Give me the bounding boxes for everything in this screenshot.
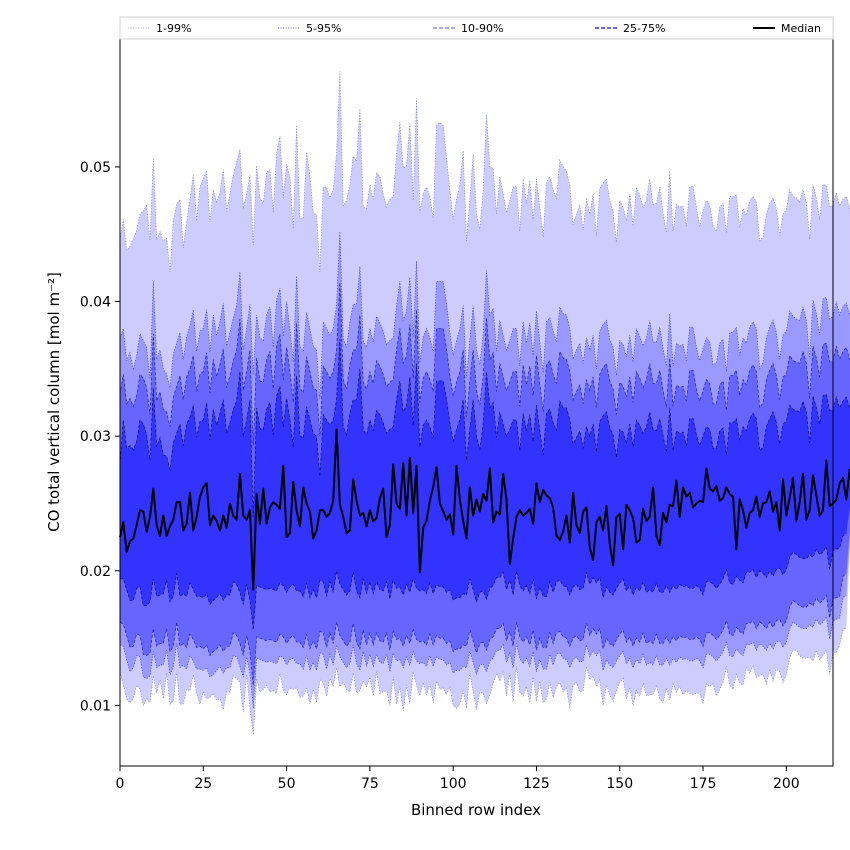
band-5-95-high-line xyxy=(119,231,850,399)
legend-label: 10-90% xyxy=(461,22,503,35)
x-tick-label: 75 xyxy=(361,776,379,792)
band-5-95-low-line xyxy=(119,594,847,709)
band-1-99-low-line xyxy=(119,627,847,736)
legend-label: 5-95% xyxy=(306,22,341,35)
median-layer xyxy=(119,428,850,591)
x-axis: 0 25 50 75 100 125 150 175 200 xyxy=(116,766,800,792)
x-tick-label: 150 xyxy=(606,776,633,792)
y-axis: 0.01 0.02 0.03 0.04 0.05 xyxy=(80,160,120,714)
band-25-75-low-line xyxy=(120,532,847,631)
median-line xyxy=(119,428,850,591)
x-tick-label: 200 xyxy=(773,776,800,792)
x-tick-label: 125 xyxy=(523,776,550,792)
x-tick-label: 25 xyxy=(194,776,212,792)
legend-label: 1-99% xyxy=(156,22,191,35)
band-25-75-high-line xyxy=(119,339,850,517)
y-tick-label: 0.05 xyxy=(80,160,111,176)
band-10-90-high-line xyxy=(119,282,850,446)
y-axis-label: CO total vertical column [mol m⁻²] xyxy=(45,272,63,532)
x-tick-label: 100 xyxy=(440,776,467,792)
y-tick-label: 0.02 xyxy=(80,564,111,580)
legend-frame xyxy=(119,16,834,40)
percentile-bands xyxy=(119,71,850,736)
x-axis-label: Binned row index xyxy=(411,801,541,819)
y-tick-label: 0.03 xyxy=(80,429,111,445)
band-10-90-low-line xyxy=(119,573,847,686)
x-tick-label: 50 xyxy=(278,776,296,792)
band-25-75-area xyxy=(120,339,850,631)
y-tick-label: 0.01 xyxy=(80,698,111,714)
legend-label: 25-75% xyxy=(623,22,665,35)
x-tick-label: 0 xyxy=(116,776,125,792)
legend-label: Median xyxy=(781,22,821,35)
legend: 1-99% 5-95% 10-90% 25-75% Median xyxy=(119,16,834,40)
x-tick-label: 175 xyxy=(690,776,717,792)
y-tick-label: 0.04 xyxy=(80,295,111,311)
